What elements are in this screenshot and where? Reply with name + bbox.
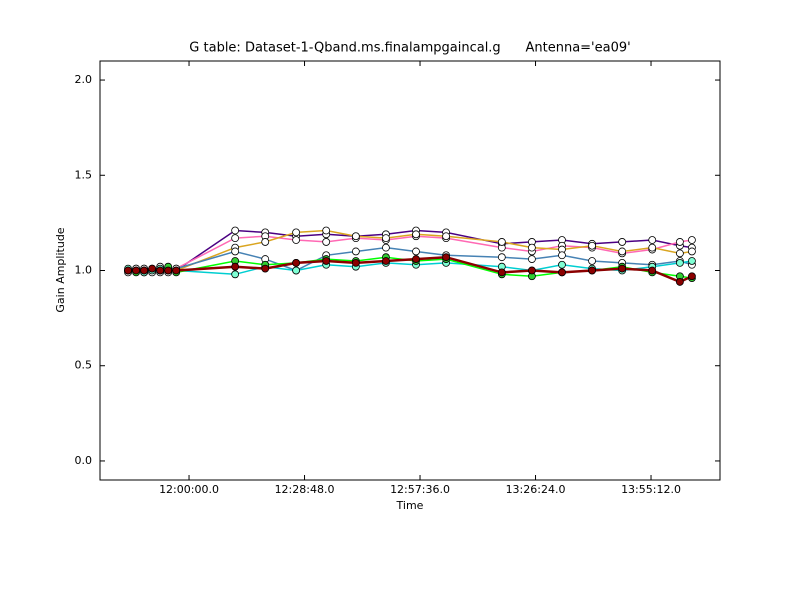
data-point — [351, 258, 360, 267]
data-point — [675, 258, 684, 267]
y-tick-label: 1.5 — [75, 168, 93, 181]
data-point — [351, 232, 360, 241]
x-tick-label: 13:26:24.0 — [506, 483, 566, 496]
data-point — [322, 257, 331, 265]
data-point — [292, 236, 301, 244]
data-point — [231, 262, 240, 271]
data-point — [588, 257, 596, 265]
data-point — [322, 226, 331, 235]
data-point — [322, 238, 331, 246]
data-point — [231, 270, 240, 279]
data-point — [497, 268, 506, 277]
x-tick-label: 12:28:48.0 — [275, 483, 335, 496]
x-axis-label: Time — [396, 499, 424, 512]
data-point — [558, 251, 566, 260]
data-point — [412, 247, 420, 256]
data-point — [618, 247, 627, 256]
data-point — [675, 238, 684, 246]
y-axis-label: Gain Amplitude — [54, 227, 67, 312]
data-point — [172, 266, 181, 275]
x-tick-label: 12:00:00.0 — [159, 483, 219, 496]
data-point — [132, 266, 140, 275]
x-tick-label: 12:57:36.0 — [390, 483, 450, 496]
data-point — [231, 234, 240, 243]
data-point — [558, 268, 566, 277]
y-tick-label: 1.0 — [75, 264, 93, 277]
data-point — [442, 253, 450, 262]
data-point — [261, 238, 270, 246]
data-point — [648, 243, 657, 252]
data-point — [156, 266, 165, 275]
data-point — [558, 260, 566, 269]
data-point — [412, 230, 420, 239]
data-point — [497, 238, 506, 246]
plot-area — [124, 226, 696, 286]
data-point — [292, 258, 301, 267]
data-point — [497, 253, 506, 262]
data-point — [528, 243, 536, 252]
data-point — [292, 228, 301, 237]
y-tick-label: 0.5 — [75, 359, 93, 372]
data-point — [688, 247, 696, 256]
chart-title: G table: Dataset-1-Qband.ms.finalampgain… — [189, 41, 630, 56]
x-tick-label: 13:55:12.0 — [621, 483, 681, 496]
data-point — [382, 243, 390, 252]
data-point — [351, 247, 360, 256]
data-point — [292, 266, 301, 275]
data-point — [140, 266, 149, 275]
y-tick-label: 2.0 — [75, 73, 93, 86]
data-point — [261, 264, 270, 273]
data-point — [164, 266, 173, 275]
data-point — [382, 257, 390, 265]
data-point — [675, 278, 684, 286]
data-point — [148, 264, 157, 273]
data-point — [688, 236, 696, 244]
data-point — [442, 232, 450, 241]
data-point — [412, 255, 420, 263]
data-point — [618, 264, 627, 273]
data-point — [124, 266, 132, 275]
data-point — [618, 238, 627, 246]
data-point — [648, 266, 657, 275]
y-tick-label: 0.0 — [75, 454, 93, 467]
data-point — [231, 226, 240, 235]
data-point — [688, 272, 696, 281]
data-point — [688, 257, 696, 265]
data-point — [528, 255, 536, 263]
data-point — [528, 266, 536, 275]
data-point — [648, 236, 657, 244]
data-point — [382, 234, 390, 243]
data-point — [588, 266, 596, 275]
data-point — [231, 247, 240, 256]
data-point — [675, 249, 684, 258]
data-point — [588, 241, 596, 250]
